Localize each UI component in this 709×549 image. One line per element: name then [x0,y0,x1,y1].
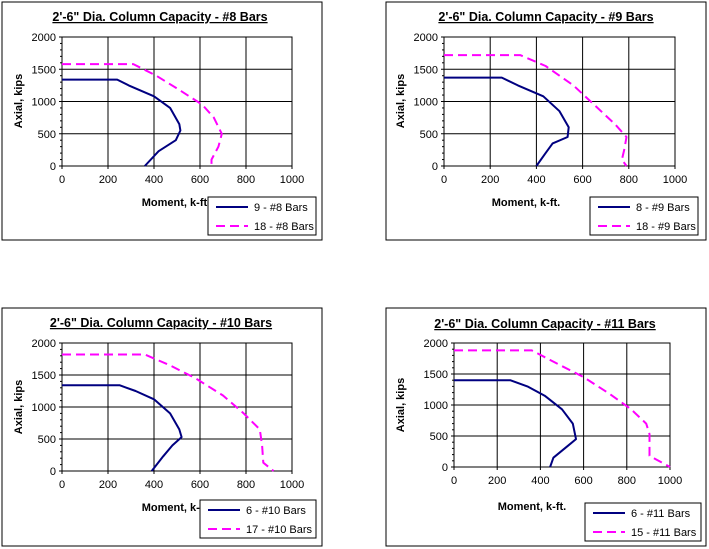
y-tick-label: 1000 [32,97,56,109]
x-tick-label: 400 [531,475,549,487]
chart-1: 2'-6" Dia. Column Capacity - #8 Bars 0 500… [1,1,323,241]
legend-box [589,196,699,236]
x-axis-title: Moment, k-ft. [492,197,560,209]
y-tick-label: 1500 [414,64,438,76]
x-tick-label: 800 [620,174,638,186]
x-tick-label: 400 [527,174,545,186]
x-tick-label: 0 [441,174,447,186]
x-tick-label: 400 [145,479,163,491]
series-line-1 [62,384,183,472]
legend-label: 17 - #10 Bars [246,524,313,536]
chart-title: 2'-6" Dia. Column Capacity - #11 Bars [434,317,656,331]
y-tick-label: 1000 [414,97,438,109]
x-tick-label: 600 [191,479,209,491]
legend-label: 8 - #9 Bars [636,202,690,214]
y-axis-title: Axial, kips [395,378,407,432]
series-line-2 [444,54,628,167]
x-axis-title: Moment, k-ft. [142,197,210,209]
x-tick-label: 0 [451,475,457,487]
y-tick-label: 0 [50,161,56,173]
x-tick-label: 400 [145,174,163,186]
y-tick-label: 1500 [424,369,448,381]
y-tick-label: 500 [420,129,438,141]
series-line-1 [62,78,182,167]
x-tick-label: 200 [99,174,117,186]
y-tick-label: 1500 [32,370,56,382]
y-tick-label: 0 [50,466,56,478]
y-tick-label: 2000 [32,338,56,350]
series-line-2 [62,63,223,166]
legend-label: 9 - #8 Bars [254,202,308,214]
chart-title: 2'-6" Dia. Column Capacity - #10 Bars [50,316,272,330]
legend-label: 6 - #11 Bars [631,508,691,520]
x-tick-label: 1000 [280,479,304,491]
y-tick-label: 0 [432,161,438,173]
x-tick-label: 1000 [280,174,304,186]
x-tick-label: 800 [618,475,636,487]
x-tick-label: 600 [573,174,591,186]
x-tick-label: 200 [99,479,117,491]
x-tick-label: 200 [481,174,499,186]
series-line-1 [444,76,570,167]
x-axis-title: Moment, k-ft. [142,502,210,514]
y-tick-label: 1000 [424,400,448,412]
y-tick-label: 2000 [32,32,56,44]
x-tick-label: 200 [488,475,506,487]
series-line-2 [62,353,275,472]
y-tick-label: 2000 [414,32,438,44]
legend-label: 18 - #8 Bars [254,221,314,233]
legend-box [207,196,317,236]
y-tick-label: 500 [430,431,448,443]
y-tick-label: 500 [38,434,56,446]
legend-label: 15 - #11 Bars [631,527,697,539]
x-tick-label: 600 [574,475,592,487]
y-axis-title: Axial, kips [13,74,25,128]
y-tick-label: 2000 [424,338,448,350]
y-tick-label: 1500 [32,64,56,76]
chart-2: 2'-6" Dia. Column Capacity - #9 Bars 0 500… [385,1,707,241]
y-axis-title: Axial, kips [395,74,407,128]
y-axis-title: Axial, kips [13,380,25,434]
x-axis-title: Moment, k-ft. [498,501,566,513]
y-tick-label: 0 [442,462,448,474]
x-tick-label: 800 [237,174,255,186]
chart-title: 2'-6" Dia. Column Capacity - #8 Bars [52,10,267,24]
x-tick-label: 0 [59,174,65,186]
legend-box [199,499,317,539]
series-line-1 [454,379,577,468]
x-tick-label: 1000 [663,174,687,186]
x-tick-label: 800 [237,479,255,491]
series-line-2 [454,349,671,468]
y-tick-label: 500 [38,129,56,141]
chart-title: 2'-6" Dia. Column Capacity - #9 Bars [438,10,653,24]
chart-3: 2'-6" Dia. Column Capacity - #10 Bars 0 50… [1,307,323,547]
chart-4: 2'-6" Dia. Column Capacity - #11 Bars 0 50… [385,307,707,547]
y-tick-label: 1000 [32,402,56,414]
x-tick-label: 600 [191,174,209,186]
legend-box [584,502,702,542]
x-tick-label: 1000 [658,475,682,487]
legend-label: 18 - #9 Bars [636,221,696,233]
legend-label: 6 - #10 Bars [246,505,306,517]
x-tick-label: 0 [59,479,65,491]
